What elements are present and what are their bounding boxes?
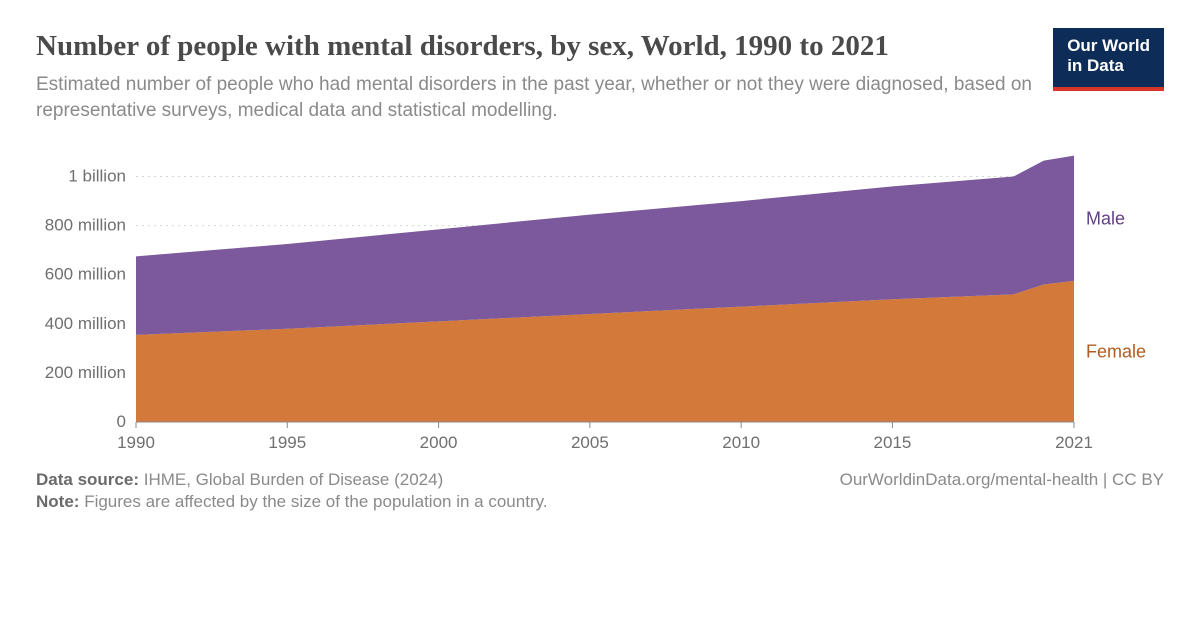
owid-logo: Our World in Data [1053,28,1164,91]
x-tick-label: 2005 [571,433,609,452]
x-tick-label: 2000 [420,433,458,452]
x-tick-label: 1995 [268,433,306,452]
chart-title: Number of people with mental disorders, … [36,28,1033,64]
y-tick-label: 0 [117,412,126,431]
x-tick-label: 2010 [722,433,760,452]
logo-line1: Our World [1067,36,1150,56]
y-tick-label: 1 billion [68,166,126,185]
x-tick-label: 2021 [1055,433,1093,452]
logo-line2: in Data [1067,56,1150,76]
y-tick-label: 400 million [45,313,126,332]
chart-area: 0 200 million 400 million 600 million 800 mi… [36,146,1164,456]
y-tick-label: 800 million [45,215,126,234]
series-label-male: Male [1086,208,1125,228]
source-label: Data source: [36,470,139,489]
attribution-text: OurWorldinData.org/mental-health | CC BY [840,470,1164,489]
chart-subtitle: Estimated number of people who had menta… [36,72,1033,123]
y-tick-label: 200 million [45,362,126,381]
series-label-female: Female [1086,341,1146,361]
note-text: Figures are affected by the size of the … [84,492,547,511]
x-tick-label: 2015 [874,433,912,452]
stacked-area-chart: 0 200 million 400 million 600 million 800 mi… [36,146,1164,456]
source-text: IHME, Global Burden of Disease (2024) [144,470,444,489]
y-tick-label: 600 million [45,264,126,283]
note-label: Note: [36,492,79,511]
x-tick-label: 1990 [117,433,155,452]
chart-footer: Data source: IHME, Global Burden of Dise… [36,470,1164,512]
